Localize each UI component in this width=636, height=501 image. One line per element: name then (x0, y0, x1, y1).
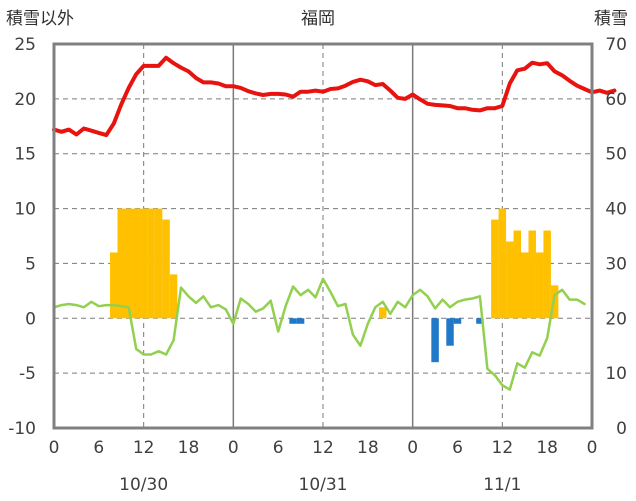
bar (491, 219, 499, 319)
bar (535, 252, 544, 319)
bar (528, 230, 536, 319)
x-tick-label: 6 (93, 438, 104, 458)
right-tick-label: 20 (605, 309, 627, 329)
right-tick-label: 40 (605, 200, 627, 220)
left-tick-label: 5 (25, 254, 36, 274)
x-tick-label: 18 (357, 438, 379, 458)
left-tick-label: -5 (19, 364, 36, 384)
chart-title: 福岡 (301, 9, 335, 29)
bar (139, 208, 148, 319)
left-tick-label: 0 (25, 309, 36, 329)
line-series (52, 55, 617, 391)
bar (476, 318, 484, 324)
bar (521, 252, 529, 319)
bar (379, 307, 387, 319)
bar (154, 208, 163, 319)
bar-series (110, 208, 559, 363)
bar (162, 219, 170, 319)
green-line (52, 277, 586, 391)
left-tick-label: 10 (14, 200, 36, 220)
right-axis-title: 積雪 (594, 9, 628, 29)
left-axis-title: 積雪以外 (6, 9, 74, 29)
left-tick-label: -10 (8, 419, 36, 439)
bar (506, 241, 514, 319)
bar (446, 318, 454, 346)
date-label: 10/30 (119, 475, 168, 495)
x-tick-label: 12 (312, 438, 334, 458)
bar (289, 318, 297, 324)
x-tick-label: 18 (178, 438, 200, 458)
x-tick-label: 6 (452, 438, 463, 458)
date-label: 10/31 (299, 475, 348, 495)
left-tick-label: 15 (14, 145, 36, 165)
bar (543, 230, 551, 319)
x-tick-label: 0 (587, 438, 598, 458)
x-tick-label: 6 (273, 438, 284, 458)
red-line (52, 55, 617, 138)
x-tick-label: 12 (492, 438, 514, 458)
right-tick-label: 10 (605, 364, 627, 384)
right-tick-label: 70 (605, 35, 627, 55)
right-tick-label: 30 (605, 254, 627, 274)
right-tick-label: 60 (605, 90, 627, 110)
bar (124, 208, 133, 319)
right-tick-label: 0 (616, 419, 627, 439)
bar (147, 208, 155, 319)
bar (453, 318, 462, 324)
x-tick-label: 12 (133, 438, 155, 458)
bar (513, 230, 522, 319)
right-tick-label: 50 (605, 145, 627, 165)
bar (132, 208, 140, 319)
x-tick-label: 18 (536, 438, 558, 458)
bar (110, 252, 118, 319)
x-tick-label: 0 (49, 438, 60, 458)
plot-frame (52, 42, 594, 430)
bar (296, 318, 305, 324)
left-tick-label: 20 (14, 90, 36, 110)
bar (431, 318, 439, 363)
date-label: 11/1 (483, 475, 521, 495)
x-tick-label: 0 (228, 438, 239, 458)
bar (117, 208, 125, 319)
left-tick-label: 25 (14, 35, 36, 55)
bar (169, 274, 178, 319)
bar (498, 208, 507, 319)
x-tick-label: 0 (407, 438, 418, 458)
